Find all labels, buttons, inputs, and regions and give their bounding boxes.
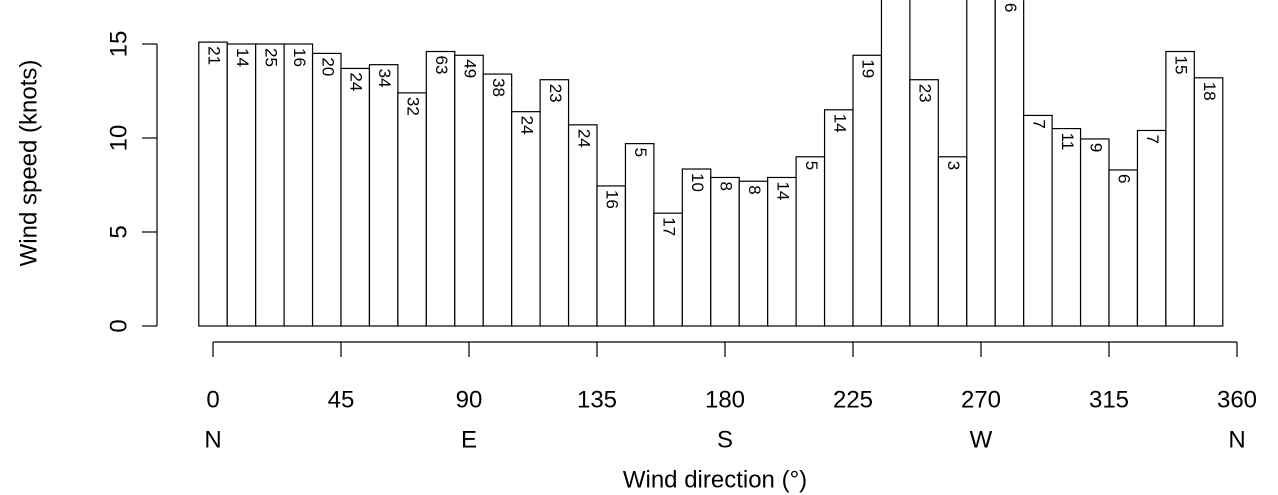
bar — [1165, 50, 1195, 327]
count-label: 34 — [375, 69, 394, 88]
bar — [283, 43, 314, 327]
count-label: 9 — [1086, 143, 1105, 152]
count-label: 11 — [1058, 133, 1077, 151]
bar — [823, 109, 854, 327]
bar — [226, 43, 257, 327]
y-axis-label: Wind speed (knots) — [15, 60, 42, 267]
x-tick-label: 315 — [1089, 386, 1129, 413]
count-label: 8 — [745, 185, 764, 194]
count-label: 24 — [574, 129, 593, 148]
bar — [937, 156, 968, 327]
bar — [1108, 169, 1139, 327]
y-tick-label: 5 — [105, 225, 132, 238]
count-label: 63 — [432, 56, 451, 75]
count-label: 19 — [859, 59, 878, 78]
bar — [1023, 114, 1053, 327]
bar — [624, 143, 655, 327]
count-label: 8 — [717, 181, 736, 190]
bar — [1051, 127, 1082, 327]
bar — [653, 212, 683, 327]
count-label: 10 — [688, 173, 707, 192]
count-label: 25 — [261, 48, 280, 67]
bar — [454, 54, 484, 327]
count-label: 16 — [603, 190, 622, 209]
bar — [852, 54, 883, 327]
bar — [368, 64, 399, 327]
bar — [710, 176, 740, 327]
count-label: 24 — [517, 116, 536, 135]
count-label: 5 — [631, 148, 650, 157]
bar — [681, 168, 712, 327]
bar — [567, 124, 598, 327]
count-label: 23 — [916, 84, 935, 103]
bar — [767, 176, 797, 327]
bar — [994, 0, 1025, 327]
count-label: 18 — [1200, 82, 1219, 101]
y-tick-label: 0 — [105, 319, 132, 332]
count-label: 14 — [830, 114, 849, 133]
x-tick-label: 270 — [961, 386, 1001, 413]
x-tick-label: 360 — [1217, 386, 1257, 413]
y-tick-label: 10 — [105, 125, 132, 152]
bar — [909, 79, 939, 327]
bar — [1079, 138, 1110, 327]
bar — [482, 73, 513, 327]
bar — [311, 52, 342, 327]
bar — [425, 50, 456, 327]
count-label: 6 — [1001, 3, 1020, 12]
count-label: 3 — [944, 161, 963, 170]
bar — [596, 185, 627, 327]
bar — [198, 41, 228, 327]
compass-label: N — [204, 426, 221, 453]
count-label: 24 — [347, 72, 366, 91]
y-tick-label: 15 — [105, 31, 132, 58]
count-label: 14 — [233, 48, 252, 67]
count-label: 16 — [290, 48, 309, 67]
count-label: 21 — [205, 46, 224, 65]
count-label: 23 — [546, 84, 565, 103]
count-label: 15 — [1172, 56, 1191, 75]
bar — [539, 79, 570, 327]
x-tick-label: 225 — [833, 386, 873, 413]
bar — [880, 0, 911, 327]
count-label: 20 — [318, 57, 337, 76]
bar — [1193, 77, 1224, 327]
x-axis-label: Wind direction (°) — [623, 466, 807, 493]
count-label: 5 — [802, 161, 821, 170]
count-label: 17 — [660, 217, 679, 236]
compass-label: E — [461, 426, 477, 453]
bar — [795, 156, 826, 327]
count-label: 49 — [461, 59, 480, 78]
bar — [738, 180, 769, 327]
count-label: 38 — [489, 78, 508, 97]
bar — [1136, 129, 1167, 327]
x-tick-label: 180 — [705, 386, 745, 413]
bar — [966, 0, 996, 327]
count-label: 7 — [1029, 119, 1048, 128]
count-label: 32 — [404, 97, 423, 116]
bar — [397, 92, 427, 327]
compass-label: S — [717, 426, 733, 453]
count-label: 14 — [773, 181, 792, 200]
count-label: 7 — [1143, 134, 1162, 143]
count-label: 6 — [1115, 174, 1134, 183]
bar — [511, 111, 541, 327]
bar — [255, 43, 285, 327]
compass-label: N — [1228, 426, 1245, 453]
x-tick-label: 0 — [206, 386, 219, 413]
x-tick-label: 90 — [456, 386, 483, 413]
x-tick-label: 135 — [577, 386, 617, 413]
bar — [340, 67, 371, 327]
x-tick-label: 45 — [328, 386, 355, 413]
compass-label: W — [970, 426, 993, 453]
